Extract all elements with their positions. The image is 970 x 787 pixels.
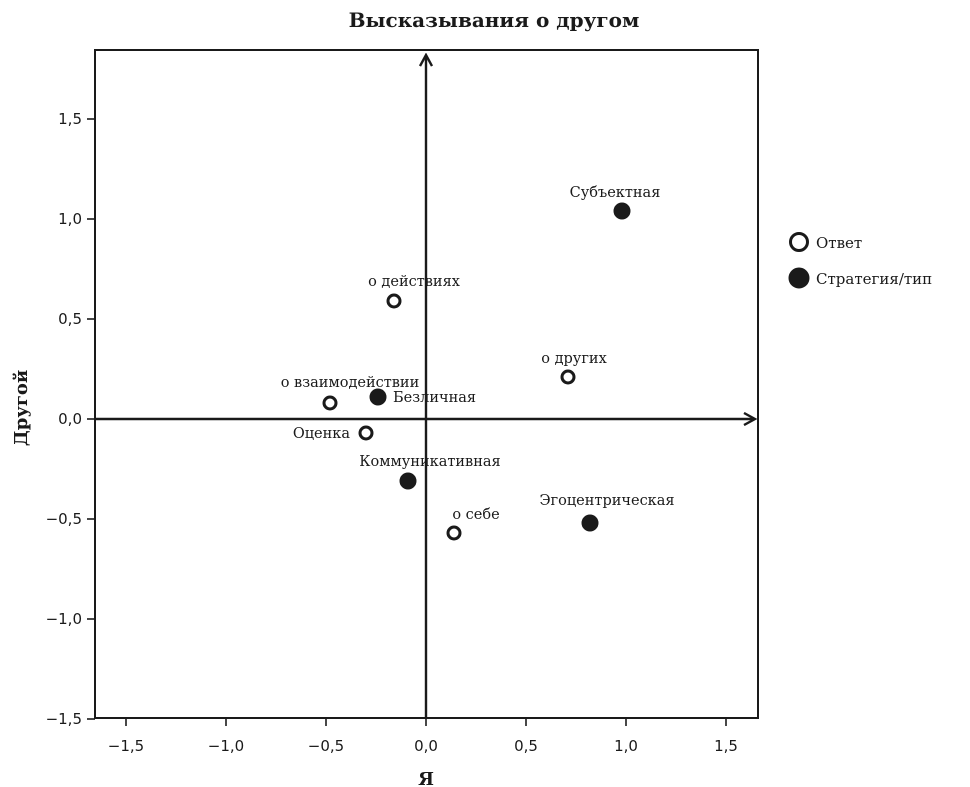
chart-title: Высказывания о другом (349, 8, 640, 32)
data-point-open (446, 525, 462, 541)
legend-marker-open (789, 232, 809, 252)
data-point-filled (399, 472, 417, 490)
x-tick-label: −0,5 (308, 737, 344, 755)
data-point-filled (613, 202, 631, 220)
data-point-open (386, 293, 402, 309)
x-tick-label: −1,0 (208, 737, 244, 755)
y-tick-label: −1,5 (46, 710, 82, 728)
y-tick-label: 0,5 (58, 310, 82, 328)
point-label: Оценка (293, 426, 351, 442)
point-label: Безличная (393, 390, 476, 406)
point-label: о других (541, 351, 607, 367)
x-tick-label: −1,5 (108, 737, 144, 755)
legend-label: Стратегия/тип (816, 270, 932, 288)
y-tick-group: −1,5 −1,0 −0,5 0,0 0,5 1,0 1,5 (46, 110, 95, 728)
y-tick-label: 0,0 (58, 410, 82, 428)
x-tick-label: 0,0 (414, 737, 438, 755)
data-point-filled (369, 388, 387, 406)
legend-marker-filled (788, 267, 810, 289)
y-axis-label: Другой (11, 370, 32, 447)
point-label: Субъектная (570, 185, 661, 201)
x-tick-label: 1,0 (614, 737, 638, 755)
x-axis-label: Я (418, 769, 434, 787)
point-label: о себе (452, 507, 499, 523)
data-point-open (560, 369, 576, 385)
data-point-filled (581, 514, 599, 532)
point-label: о действиях (368, 274, 460, 290)
point-label: Эгоцентрическая (539, 493, 674, 509)
point-label: о взаимодействии (281, 375, 420, 391)
data-point-open (322, 395, 338, 411)
x-tick-group: −1,5 −1,0 −0,5 0,0 0,5 1,0 1,5 (108, 718, 738, 755)
legend: Ответ Стратегия/тип (788, 232, 932, 289)
point-label: Коммуникативная (359, 454, 500, 470)
y-tick-label: 1,0 (58, 210, 82, 228)
x-tick-label: 0,5 (514, 737, 538, 755)
data-point-open (358, 425, 374, 441)
y-tick-label: −1,0 (46, 610, 82, 628)
y-tick-label: −0,5 (46, 510, 82, 528)
y-tick-label: 1,5 (58, 110, 82, 128)
legend-label: Ответ (816, 234, 862, 252)
data-points: о действиях о взаимодействии Оценка о други… (281, 185, 675, 541)
x-tick-label: 1,5 (714, 737, 738, 755)
